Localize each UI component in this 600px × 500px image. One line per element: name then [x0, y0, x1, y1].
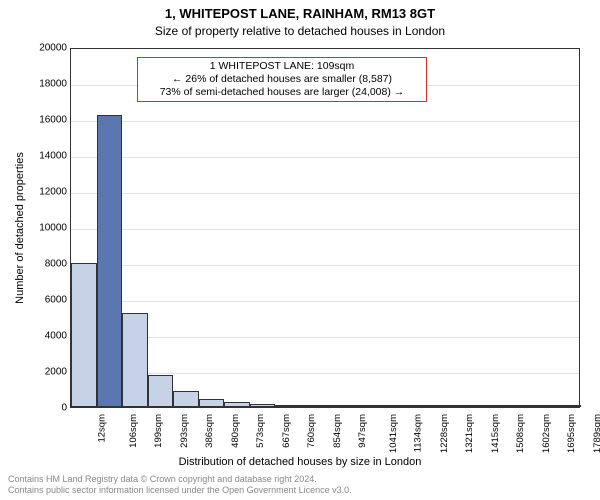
grid-line	[71, 121, 579, 122]
xtick-label: 760sqm	[306, 414, 317, 448]
histogram-bar	[377, 405, 403, 407]
ytick-label: 10000	[27, 223, 67, 234]
xtick-label: 1415sqm	[490, 414, 501, 453]
ytick-label: 14000	[27, 151, 67, 162]
histogram-bar	[326, 405, 352, 407]
xtick-label: 1228sqm	[439, 414, 450, 453]
xtick-label: 667sqm	[280, 414, 291, 448]
annotation-line-3: 73% of semi-detached houses are larger (…	[142, 86, 422, 99]
footer-line-1: Contains HM Land Registry data © Crown c…	[8, 474, 352, 485]
xtick-label: 199sqm	[153, 414, 164, 448]
ytick-label: 8000	[27, 259, 67, 270]
xtick-label: 1695sqm	[566, 414, 577, 453]
xtick-label: 1321sqm	[464, 414, 475, 453]
grid-line	[71, 301, 579, 302]
annotation-line-1: 1 WHITEPOST LANE: 109sqm	[142, 60, 422, 73]
histogram-bar	[428, 405, 454, 407]
xtick-label: 106sqm	[127, 414, 138, 448]
histogram-bar	[275, 405, 301, 407]
histogram-bar	[479, 405, 505, 407]
histogram-bar-highlight	[97, 115, 123, 407]
chart-subtitle: Size of property relative to detached ho…	[0, 24, 600, 38]
plot-area: 1 WHITEPOST LANE: 109sqm← 26% of detache…	[70, 48, 580, 408]
xtick-label: 1789sqm	[592, 414, 600, 453]
annotation-line-2: ← 26% of detached houses are smaller (8,…	[142, 73, 422, 86]
xtick-label: 12sqm	[97, 414, 108, 443]
histogram-bar	[403, 405, 429, 407]
grid-line	[71, 229, 579, 230]
ytick-label: 12000	[27, 187, 67, 198]
xtick-label: 947sqm	[357, 414, 368, 448]
xtick-label: 1134sqm	[412, 414, 423, 452]
histogram-bar	[556, 405, 582, 407]
histogram-bar	[199, 399, 225, 407]
chart-container: 1, WHITEPOST LANE, RAINHAM, RM13 8GT Siz…	[0, 0, 600, 500]
ytick-label: 20000	[27, 43, 67, 54]
histogram-bar	[301, 405, 327, 407]
footer-attribution: Contains HM Land Registry data © Crown c…	[8, 474, 352, 496]
xtick-label: 1602sqm	[541, 414, 552, 453]
annotation-box: 1 WHITEPOST LANE: 109sqm← 26% of detache…	[137, 57, 427, 102]
grid-line	[71, 265, 579, 266]
histogram-bar	[122, 313, 148, 407]
ytick-label: 0	[27, 403, 67, 414]
xtick-label: 293sqm	[178, 414, 189, 448]
histogram-bar	[250, 404, 276, 407]
grid-line	[71, 157, 579, 158]
histogram-bar	[454, 405, 480, 407]
ytick-label: 2000	[27, 367, 67, 378]
ytick-label: 6000	[27, 295, 67, 306]
histogram-bar	[224, 402, 250, 407]
histogram-bar	[530, 405, 556, 407]
xtick-label: 573sqm	[255, 414, 266, 448]
histogram-bar	[505, 405, 531, 407]
x-axis-label: Distribution of detached houses by size …	[0, 456, 600, 468]
xtick-label: 1041sqm	[388, 414, 399, 453]
histogram-bar	[352, 405, 378, 407]
xtick-label: 480sqm	[229, 414, 240, 448]
histogram-bar	[173, 391, 199, 407]
chart-title: 1, WHITEPOST LANE, RAINHAM, RM13 8GT	[0, 6, 600, 21]
ytick-label: 16000	[27, 115, 67, 126]
ytick-label: 4000	[27, 331, 67, 342]
ytick-label: 18000	[27, 79, 67, 90]
xtick-label: 854sqm	[331, 414, 342, 448]
grid-line	[71, 193, 579, 194]
xtick-label: 1508sqm	[515, 414, 526, 453]
xtick-label: 386sqm	[204, 414, 215, 448]
histogram-bar	[71, 263, 97, 407]
histogram-bar	[148, 375, 174, 407]
footer-line-2: Contains public sector information licen…	[8, 485, 352, 496]
